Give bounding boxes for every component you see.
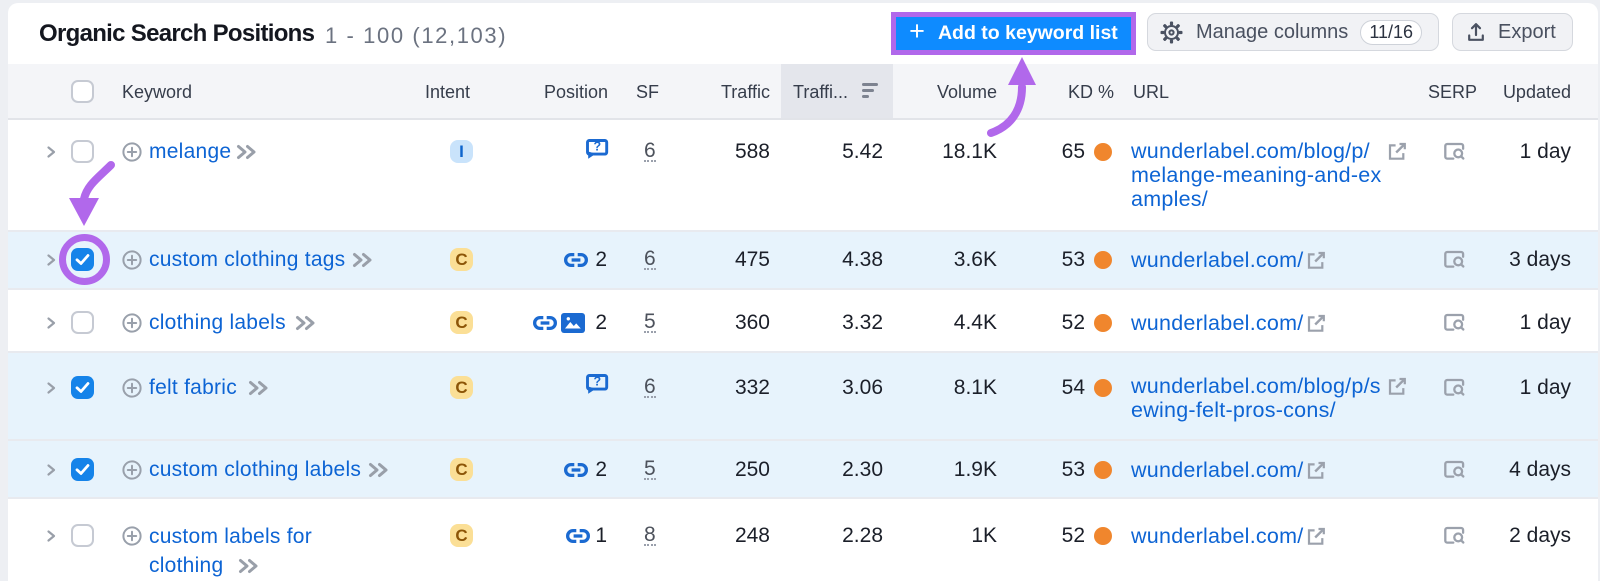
svg-text:?: ? — [593, 139, 601, 153]
svg-text:?: ? — [593, 375, 601, 389]
